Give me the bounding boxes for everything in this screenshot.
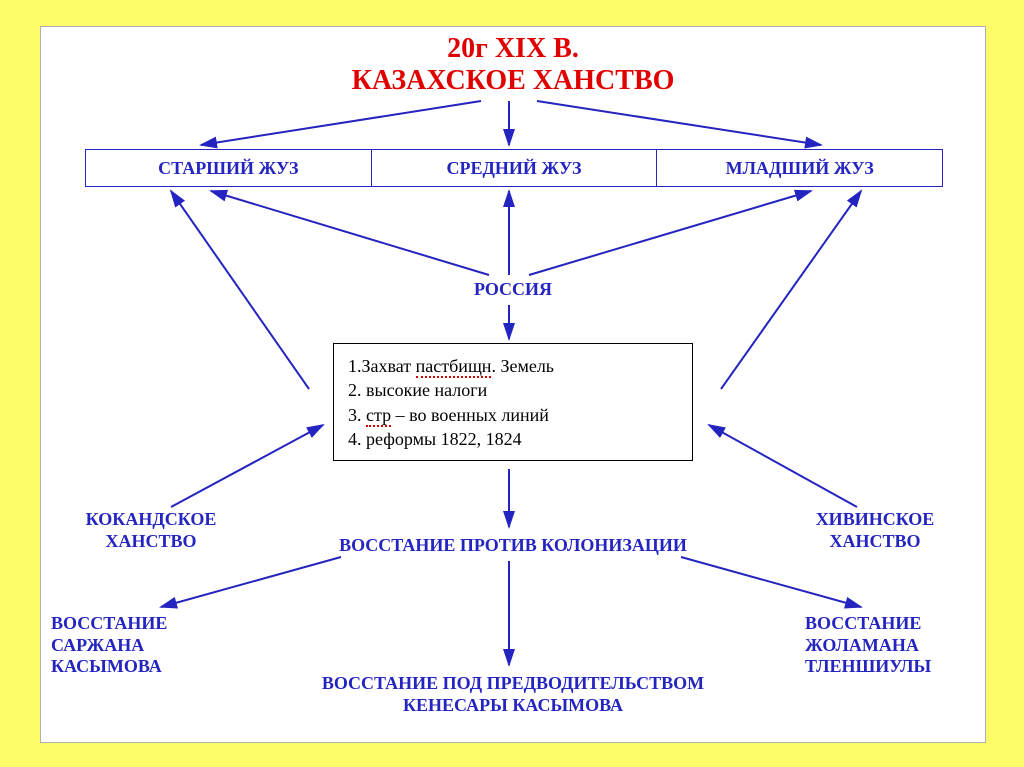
title-line-2: КАЗАХСКОЕ ХАНСТВО — [41, 65, 985, 97]
cb3c: – во военных линий — [391, 405, 549, 425]
uprising-zholaman: ВОССТАНИЕ ЖОЛАМАНА ТЛЕНШИУЛЫ — [805, 613, 975, 678]
center-line-1: 1.Захват пастбищн. Земель — [348, 354, 678, 378]
uprising-kenesary: ВОССТАНИЕ ПОД ПРЕДВОДИТЕЛЬСТВОМ КЕНЕСАРЫ… — [41, 673, 985, 716]
title-line-1: 20г XIX В. — [41, 33, 985, 65]
diagram-canvas: 20г XIX В. КАЗАХСКОЕ ХАНСТВО СТАРШИЙ ЖУЗ… — [40, 26, 986, 743]
middle-juz: СРЕДНИЙ ЖУЗ — [371, 150, 657, 186]
uprising-title: ВОССТАНИЕ ПРОТИВ КОЛОНИЗАЦИИ — [41, 535, 985, 557]
junior-juz: МЛАДШИЙ ЖУЗ — [656, 150, 942, 186]
cb1a: 1.Захват — [348, 356, 416, 376]
senior-juz: СТАРШИЙ ЖУЗ — [86, 150, 371, 186]
cb1b-spell: пастбищн — [416, 356, 492, 378]
center-line-3: 3. стр – во военных линий — [348, 403, 678, 427]
outer-frame: 20г XIX В. КАЗАХСКОЕ ХАНСТВО СТАРШИЙ ЖУЗ… — [0, 0, 1024, 767]
center-line-4: 4. реформы 1822, 1824 — [348, 427, 678, 451]
juz-row: СТАРШИЙ ЖУЗ СРЕДНИЙ ЖУЗ МЛАДШИЙ ЖУЗ — [85, 149, 943, 187]
cb3b-spell: стр — [366, 405, 391, 427]
uprising-sarzhan: ВОССТАНИЕ САРЖАНА КАСЫМОВА — [51, 613, 221, 678]
center-line-2: 2. высокие налоги — [348, 378, 678, 402]
center-box: 1.Захват пастбищн. Земель 2. высокие нал… — [333, 343, 693, 461]
cb1c: . Земель — [491, 356, 554, 376]
russia-node: РОССИЯ — [41, 279, 985, 301]
cb3a: 3. — [348, 405, 366, 425]
